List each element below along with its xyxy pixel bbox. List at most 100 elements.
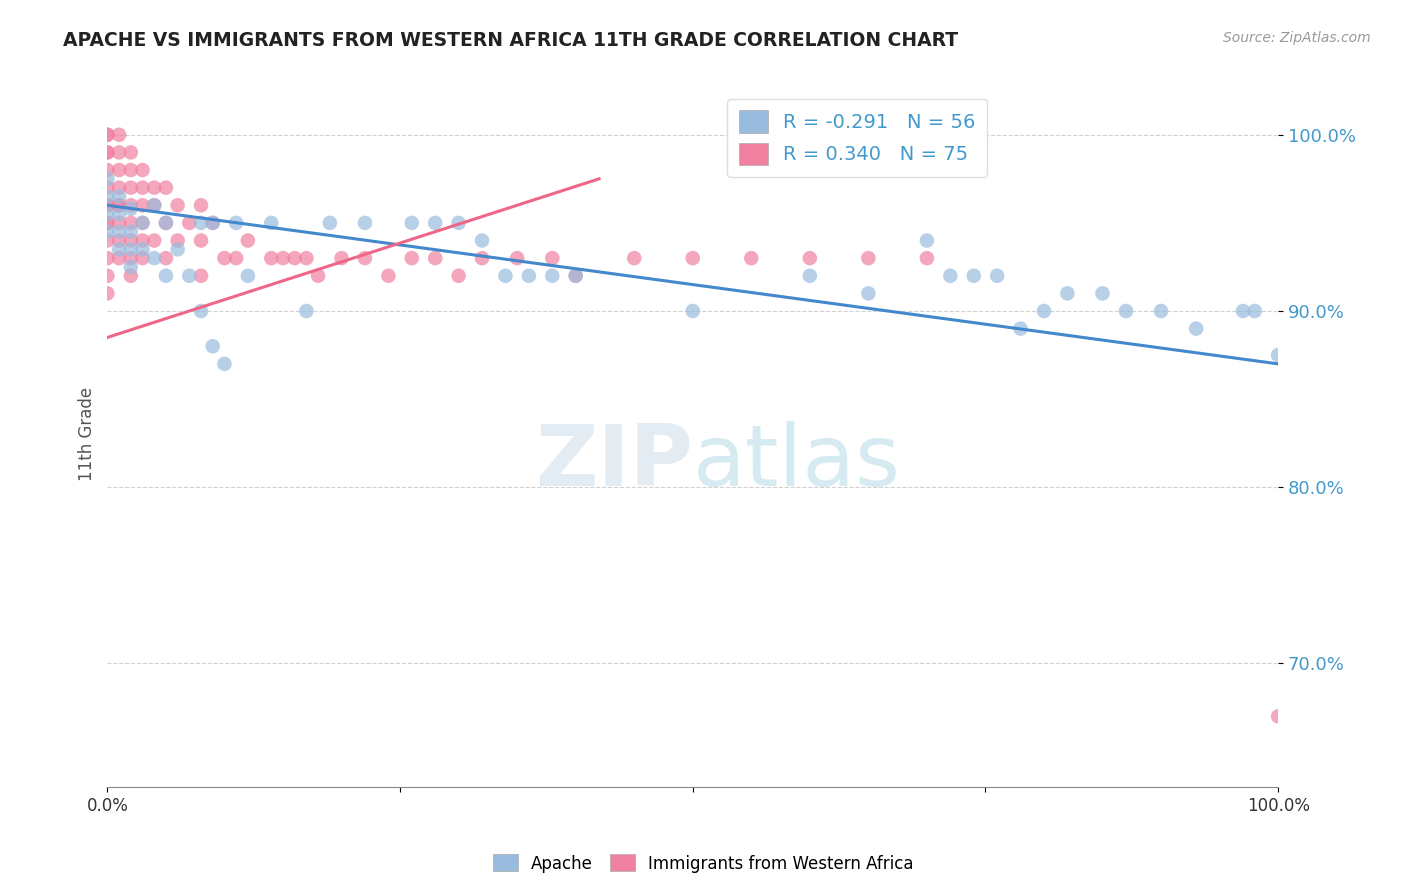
Point <box>120 202 142 216</box>
Point <box>190 198 212 212</box>
Point <box>799 268 821 283</box>
Point <box>108 128 131 142</box>
Point <box>131 234 153 248</box>
Point <box>108 234 131 248</box>
Point <box>155 180 177 194</box>
Point <box>120 268 142 283</box>
Point <box>939 268 962 283</box>
Point <box>131 251 153 265</box>
Point <box>120 234 142 248</box>
Point <box>541 268 564 283</box>
Legend: R = -0.291   N = 56, R = 0.340   N = 75: R = -0.291 N = 56, R = 0.340 N = 75 <box>727 99 987 177</box>
Point <box>96 207 118 221</box>
Point <box>108 207 131 221</box>
Point <box>858 251 880 265</box>
Point <box>564 268 586 283</box>
Point <box>108 145 131 160</box>
Point <box>96 128 118 142</box>
Point <box>96 234 118 248</box>
Point <box>260 251 283 265</box>
Point <box>143 198 166 212</box>
Point <box>236 234 259 248</box>
Point <box>354 251 377 265</box>
Point <box>1010 321 1032 335</box>
Point <box>166 198 188 212</box>
Point <box>120 198 142 212</box>
Point <box>307 268 329 283</box>
Point <box>108 189 131 203</box>
Point <box>214 251 236 265</box>
Point <box>799 251 821 265</box>
Point <box>201 216 224 230</box>
Point <box>155 216 177 230</box>
Point <box>447 268 470 283</box>
Text: ZIP: ZIP <box>536 421 693 504</box>
Point <box>96 216 118 230</box>
Point <box>1091 286 1114 301</box>
Point <box>377 268 399 283</box>
Point <box>401 216 423 230</box>
Point <box>96 128 118 142</box>
Point <box>330 251 353 265</box>
Point <box>1267 709 1289 723</box>
Point <box>401 251 423 265</box>
Point <box>155 251 177 265</box>
Point <box>96 145 118 160</box>
Point <box>447 216 470 230</box>
Text: atlas: atlas <box>693 421 901 504</box>
Legend: Apache, Immigrants from Western Africa: Apache, Immigrants from Western Africa <box>486 847 920 880</box>
Point <box>96 171 118 186</box>
Point <box>108 225 131 239</box>
Point <box>108 180 131 194</box>
Point <box>155 268 177 283</box>
Point <box>1033 304 1056 318</box>
Point <box>425 216 447 230</box>
Point <box>915 251 938 265</box>
Point <box>131 216 153 230</box>
Point <box>96 251 118 265</box>
Point <box>131 198 153 212</box>
Point <box>120 243 142 257</box>
Point <box>471 251 494 265</box>
Point <box>96 145 118 160</box>
Point <box>506 251 529 265</box>
Point <box>96 198 118 212</box>
Point <box>201 216 224 230</box>
Point <box>166 234 188 248</box>
Point <box>225 251 247 265</box>
Point <box>740 251 762 265</box>
Point <box>96 225 118 239</box>
Point <box>541 251 564 265</box>
Point <box>190 268 212 283</box>
Point <box>190 234 212 248</box>
Point <box>131 163 153 178</box>
Point <box>120 251 142 265</box>
Point <box>225 216 247 230</box>
Point <box>1056 286 1078 301</box>
Point <box>120 260 142 274</box>
Point <box>120 163 142 178</box>
Point <box>963 268 986 283</box>
Point <box>108 216 131 230</box>
Point <box>179 268 201 283</box>
Point <box>96 286 118 301</box>
Point <box>179 216 201 230</box>
Point <box>986 268 1008 283</box>
Point <box>1150 304 1173 318</box>
Point <box>108 198 131 212</box>
Y-axis label: 11th Grade: 11th Grade <box>79 387 96 482</box>
Point <box>120 180 142 194</box>
Point <box>1267 348 1289 362</box>
Point <box>108 163 131 178</box>
Point <box>143 180 166 194</box>
Point <box>96 180 118 194</box>
Point <box>319 216 342 230</box>
Point <box>201 339 224 353</box>
Point <box>682 251 704 265</box>
Point <box>295 304 318 318</box>
Point <box>108 251 131 265</box>
Point <box>166 243 188 257</box>
Point <box>131 216 153 230</box>
Point <box>915 234 938 248</box>
Point <box>1115 304 1137 318</box>
